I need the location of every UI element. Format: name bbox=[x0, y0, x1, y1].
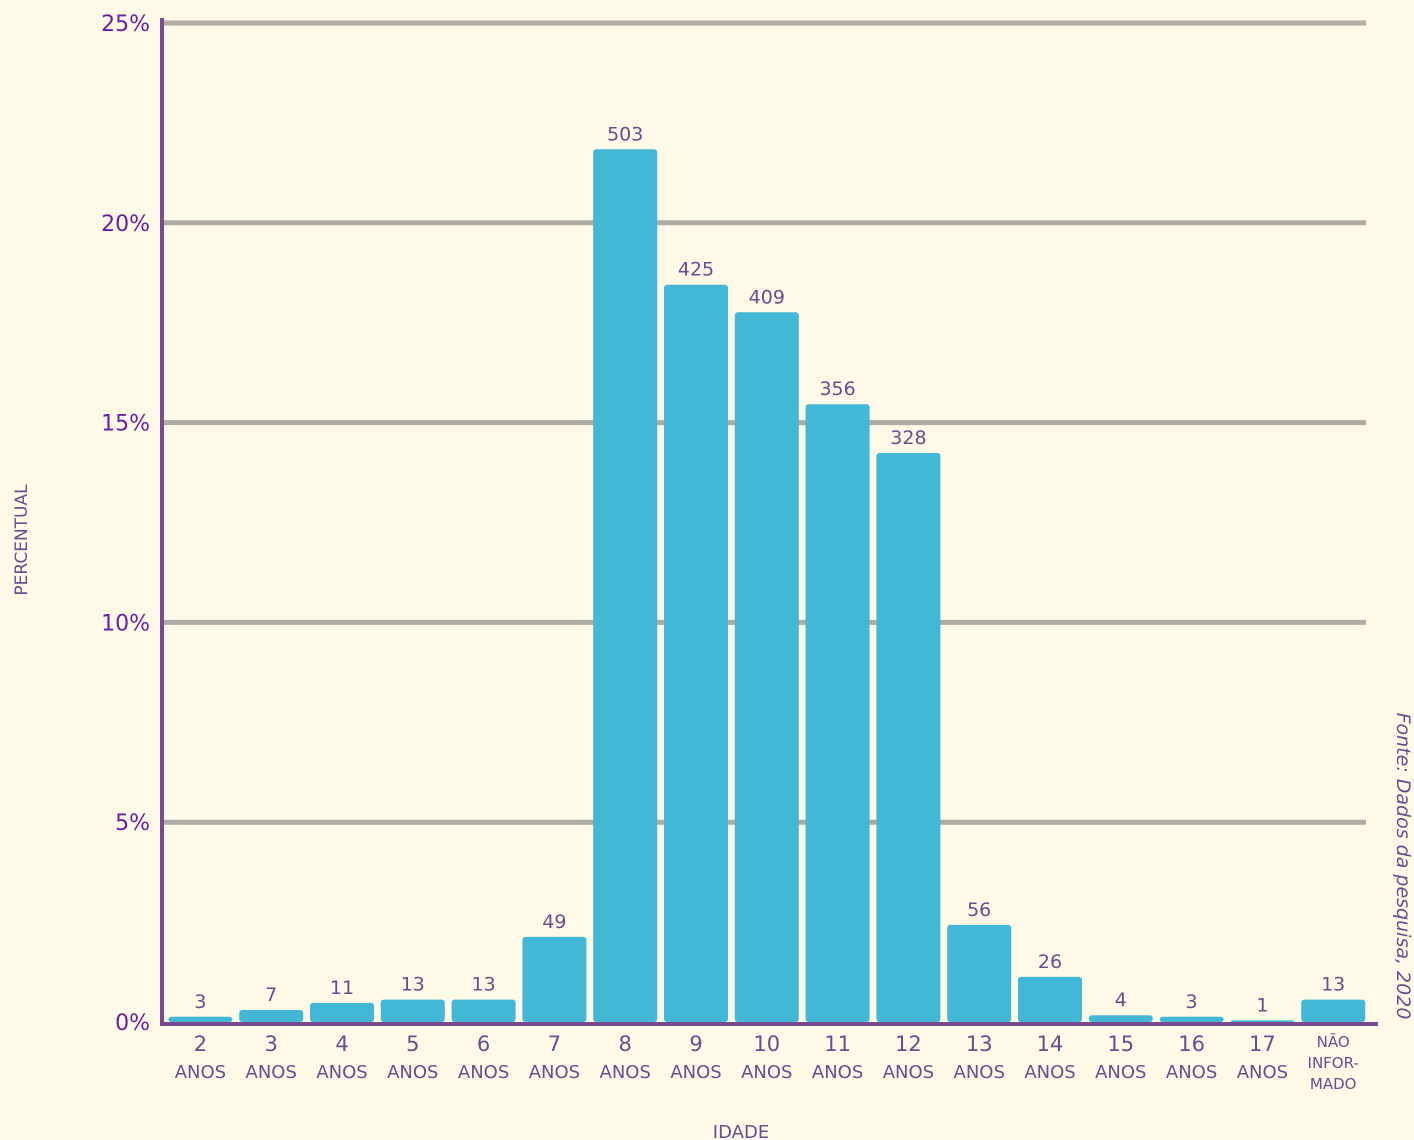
y-tick-label: 5% bbox=[115, 811, 150, 836]
y-axis-label: PERCENTUAL bbox=[12, 484, 32, 596]
bar-value-label: 13 bbox=[1321, 974, 1345, 996]
x-axis-label: IDADE bbox=[713, 1122, 769, 1140]
x-tick-label: ANOS bbox=[600, 1062, 651, 1083]
y-tick-label: 15% bbox=[101, 412, 150, 437]
x-tick-label: ANOS bbox=[883, 1062, 934, 1083]
bar-value-label: 409 bbox=[749, 286, 785, 308]
bars bbox=[168, 149, 1366, 1023]
bar bbox=[380, 999, 445, 1022]
x-tick-label: 4 bbox=[335, 1032, 348, 1056]
value-labels: 3 7 11 13 13 49 503 425 409 356 328 56 26 4 3 1 13 bbox=[194, 123, 1345, 1016]
x-tick-label: 17 bbox=[1249, 1032, 1276, 1056]
bar bbox=[805, 404, 870, 1023]
x-tick-label: ANOS bbox=[812, 1062, 863, 1083]
bar bbox=[734, 312, 799, 1022]
source-note: Fonte: Dados da pesquisa, 2020 bbox=[1392, 713, 1414, 1020]
x-tick-label: ANOS bbox=[1095, 1062, 1146, 1083]
x-tick-label: NÃO bbox=[1317, 1032, 1350, 1051]
x-tick-label: 2 bbox=[194, 1032, 207, 1056]
bar-value-label: 26 bbox=[1038, 951, 1062, 973]
x-tick-label: 16 bbox=[1178, 1032, 1205, 1056]
bar-value-label: 425 bbox=[678, 259, 714, 281]
bar bbox=[1018, 976, 1082, 1022]
bar-value-label: 11 bbox=[330, 977, 354, 999]
x-tick-label: ANOS bbox=[175, 1062, 226, 1083]
x-tick-label: 8 bbox=[619, 1032, 632, 1056]
x-tick-label: INFOR- bbox=[1308, 1054, 1359, 1072]
y-tick-labels: 0% 5% 10% 15% 20% 25% bbox=[101, 12, 150, 1036]
x-tick-label: 15 bbox=[1107, 1032, 1134, 1056]
x-tick-label: 12 bbox=[895, 1032, 922, 1056]
x-tick-label: ANOS bbox=[741, 1062, 792, 1083]
bar bbox=[1159, 1016, 1224, 1022]
x-tick-label: MADO bbox=[1310, 1075, 1357, 1093]
bar-value-label: 503 bbox=[607, 123, 643, 145]
x-tick-label: ANOS bbox=[529, 1062, 580, 1083]
y-tick-label: 20% bbox=[101, 212, 150, 237]
y-tick-label: 25% bbox=[101, 12, 150, 37]
bar-value-label: 1 bbox=[1256, 994, 1268, 1016]
bar bbox=[664, 284, 728, 1022]
x-tick-label: 11 bbox=[824, 1032, 851, 1056]
y-tick-label: 10% bbox=[101, 611, 150, 636]
x-tick-label: 7 bbox=[548, 1032, 561, 1056]
bar bbox=[239, 1010, 304, 1022]
bar bbox=[947, 924, 1012, 1022]
x-tick-label: ANOS bbox=[316, 1062, 367, 1083]
x-tick-label: 6 bbox=[477, 1032, 490, 1056]
bar-value-label: 3 bbox=[194, 991, 206, 1013]
bar-value-label: 3 bbox=[1186, 991, 1198, 1013]
y-tick-label: 0% bbox=[115, 1011, 150, 1036]
bar bbox=[1088, 1015, 1153, 1022]
x-tick-label: ANOS bbox=[246, 1062, 297, 1083]
x-tick-label: ANOS bbox=[954, 1062, 1005, 1083]
bar bbox=[168, 1016, 233, 1022]
x-tick-label: ANOS bbox=[387, 1062, 438, 1083]
bar bbox=[593, 149, 658, 1022]
x-tick-labels: 2 ANOS 3 ANOS 4 ANOS 5 ANOS 6 ANOS 7 ANOS 8 ANOS 9 ANOS… bbox=[175, 1032, 1359, 1093]
x-tick-label: 3 bbox=[265, 1032, 278, 1056]
x-tick-label: ANOS bbox=[1166, 1062, 1217, 1083]
x-tick-label: 5 bbox=[406, 1032, 419, 1056]
x-tick-label: ANOS bbox=[458, 1062, 509, 1083]
bar bbox=[1230, 1020, 1295, 1022]
x-tick-label: ANOS bbox=[670, 1062, 721, 1083]
bar-value-label: 56 bbox=[967, 899, 991, 921]
bar-value-label: 4 bbox=[1115, 989, 1127, 1011]
bar-value-label: 49 bbox=[542, 911, 566, 933]
bar bbox=[1301, 999, 1366, 1022]
bar bbox=[522, 936, 587, 1022]
bar-value-label: 7 bbox=[265, 984, 277, 1006]
bar bbox=[876, 452, 941, 1022]
bar-value-label: 13 bbox=[401, 974, 425, 996]
x-tick-label: 10 bbox=[753, 1032, 780, 1056]
bar-value-label: 356 bbox=[819, 378, 855, 400]
bar-value-label: 328 bbox=[890, 427, 926, 449]
bar-value-label: 13 bbox=[472, 974, 496, 996]
bar bbox=[451, 999, 516, 1022]
x-tick-label: ANOS bbox=[1237, 1062, 1288, 1083]
x-tick-label: 13 bbox=[966, 1032, 993, 1056]
x-tick-label: 9 bbox=[689, 1032, 702, 1056]
bar bbox=[310, 1002, 374, 1022]
x-tick-label: 14 bbox=[1037, 1032, 1064, 1056]
x-tick-label: ANOS bbox=[1024, 1062, 1075, 1083]
